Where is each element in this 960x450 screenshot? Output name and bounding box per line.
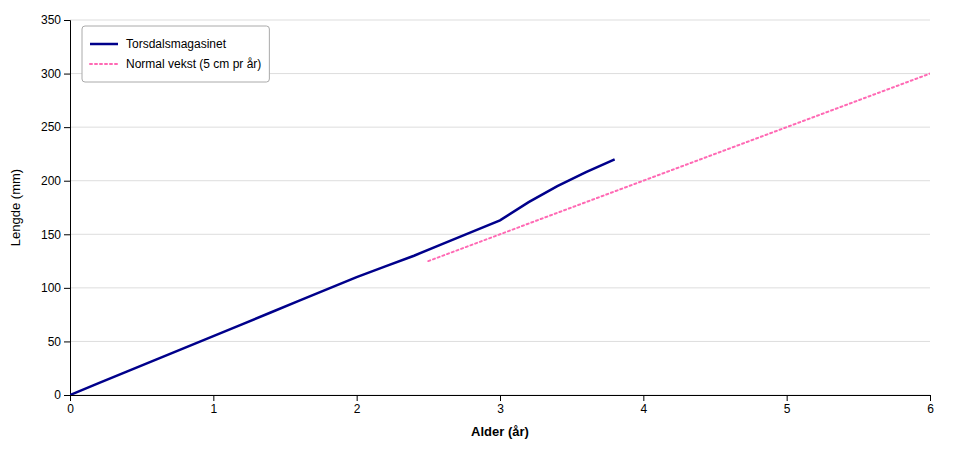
tick: 4	[640, 395, 647, 416]
tick-label: 2	[354, 402, 361, 416]
tick-mark	[787, 395, 788, 401]
tick-label: 350	[41, 13, 61, 27]
tick: 2	[354, 395, 361, 416]
grid-line	[70, 180, 930, 181]
grid	[70, 20, 930, 395]
tick-label: 1	[210, 402, 217, 416]
tick-label: 300	[41, 67, 61, 81]
tick-label: 150	[41, 228, 61, 242]
legend-swatch	[90, 43, 118, 46]
y-axis-title: Lengde (mm)	[8, 169, 23, 246]
tick: 100	[41, 281, 70, 295]
series-line	[70, 159, 615, 395]
tick-label: 50	[48, 335, 62, 349]
tick: 350	[41, 13, 70, 27]
tick-label: 4	[640, 402, 647, 416]
tick: 0	[67, 395, 74, 416]
tick-mark	[64, 181, 70, 182]
legend-box	[82, 26, 269, 82]
tick: 250	[41, 120, 70, 134]
tick: 300	[41, 67, 70, 81]
grid-line	[70, 287, 930, 288]
legend-swatch	[90, 63, 118, 65]
grid-line	[70, 127, 930, 128]
axis-line	[71, 396, 931, 402]
tick-mark	[930, 395, 931, 401]
tick-label: 0	[67, 402, 74, 416]
tick-label: 0	[54, 388, 61, 402]
legend: Torsdalsmagasinet Normal vekst (5 cm pr å…	[82, 26, 269, 82]
plot: 0 1 2 3 4 5 6 0 50 100 150 200 250 300 350 Torsdalsmaga…	[41, 13, 934, 415]
tick: 0	[54, 388, 70, 402]
tick-label: 100	[41, 281, 61, 295]
tick-mark	[213, 395, 214, 401]
tick: 6	[927, 395, 934, 416]
tick-mark	[64, 395, 70, 396]
tick-label: 3	[497, 402, 504, 416]
legend-label: Torsdalsmagasinet	[126, 37, 227, 51]
tick-label: 5	[784, 402, 791, 416]
tick: 1	[210, 395, 217, 416]
x-axis: 0 1 2 3 4 5 6	[67, 395, 934, 416]
tick: 150	[41, 228, 70, 242]
tick-mark	[64, 234, 70, 235]
legend-item: Normal vekst (5 cm pr år)	[90, 57, 261, 71]
tick: 200	[41, 174, 70, 188]
tick-mark	[357, 395, 358, 401]
tick-label: 250	[41, 120, 61, 134]
chart: 0 1 2 3 4 5 6 0 50 100 150 200 250 300 350 Torsdalsmaga…	[0, 0, 960, 450]
x-axis-title: Alder (år)	[471, 424, 529, 439]
series-line	[428, 74, 930, 261]
tick-label: 6	[927, 402, 934, 416]
tick-label: 200	[41, 174, 61, 188]
tick-mark	[643, 395, 644, 401]
legend-label: Normal vekst (5 cm pr år)	[126, 57, 261, 71]
axis-line	[64, 21, 71, 396]
grid-line	[70, 20, 930, 21]
legend-item: Torsdalsmagasinet	[90, 37, 227, 51]
tick-mark	[64, 288, 70, 289]
tick: 3	[497, 395, 504, 416]
tick-mark	[500, 395, 501, 401]
tick-mark	[64, 127, 70, 128]
tick: 5	[784, 395, 791, 416]
tick-mark	[64, 20, 70, 21]
tick-mark	[64, 341, 70, 342]
tick-mark	[64, 74, 70, 75]
series-group	[70, 74, 930, 395]
tick: 50	[48, 335, 70, 349]
y-axis: 0 50 100 150 200 250 300 350	[41, 13, 71, 402]
